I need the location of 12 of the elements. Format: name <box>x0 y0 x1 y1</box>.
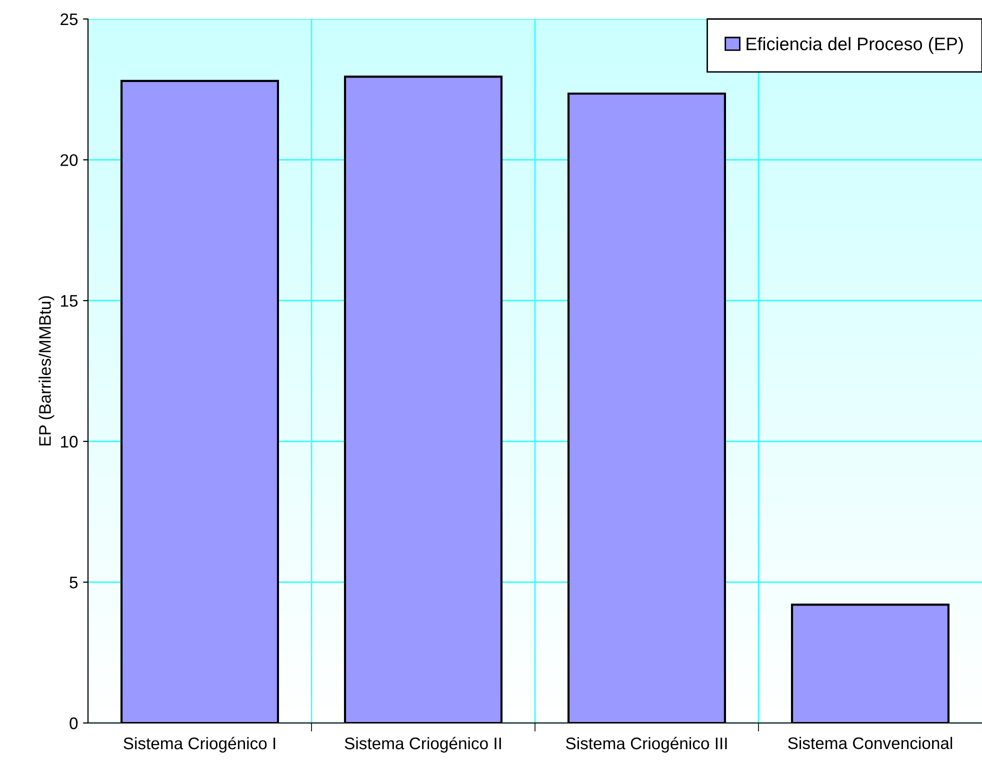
y-tick-label: 15 <box>61 295 78 307</box>
x-tick-label: Sistema Criogénico II <box>344 736 501 753</box>
y-tick-label: 0 <box>70 717 78 730</box>
x-tick-label: Sistema Criogénico III <box>566 736 727 753</box>
y-tick-label: 20 <box>60 154 78 166</box>
y-tick-label: 25 <box>60 13 78 26</box>
legend-label: Eficiencia del Proceso (EP) <box>746 37 963 54</box>
x-tick-label: Sistema Convencional <box>788 736 952 750</box>
x-tick-label: Sistema Criogénico I <box>124 736 276 753</box>
y-tick-label: 10 <box>61 436 78 448</box>
y-tick-label: 5 <box>70 576 78 588</box>
y-axis-title: EP (Barriles/MMBtu) <box>38 296 54 446</box>
